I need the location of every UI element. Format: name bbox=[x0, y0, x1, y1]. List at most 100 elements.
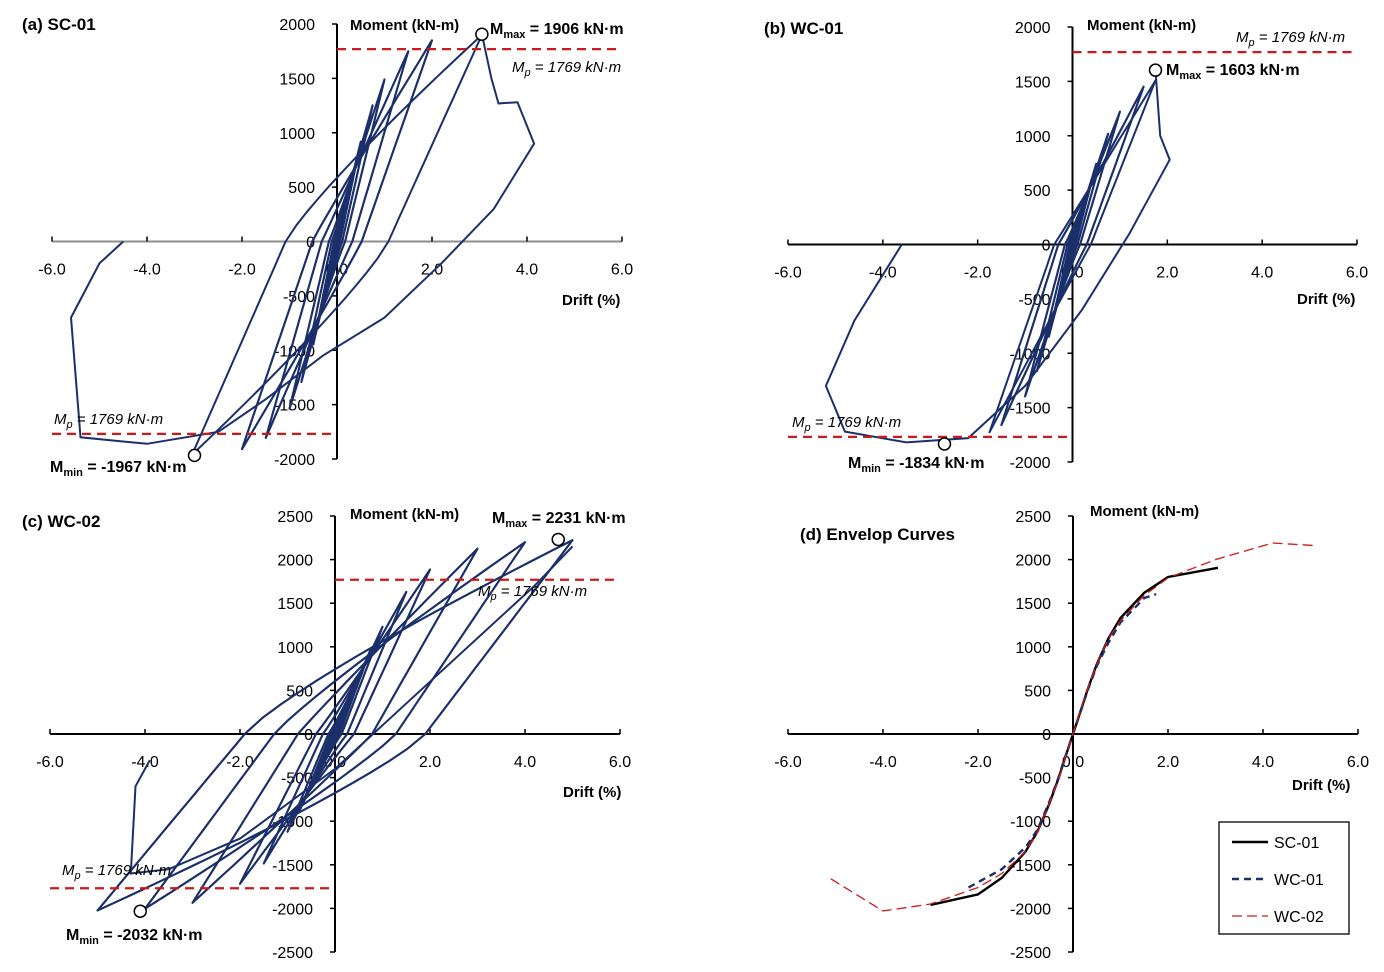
y-tick-label: 1000 bbox=[277, 640, 313, 657]
hysteresis-loop bbox=[988, 79, 1157, 434]
y-tick-label: 0 bbox=[1042, 727, 1051, 744]
y-tick-label: 1000 bbox=[1015, 640, 1051, 657]
hysteresis-loop bbox=[239, 568, 431, 885]
hysteresis-loop bbox=[1000, 85, 1145, 426]
max-label: Mmax = 2231 kN·m bbox=[492, 510, 626, 530]
mp-positive-label: Mp = 1769 kN·m bbox=[512, 59, 621, 79]
panel-title: (c) WC-02 bbox=[22, 512, 100, 531]
min-label: Mmin = -1967 kN·m bbox=[50, 459, 187, 479]
x-tick-label: 4.0 bbox=[1251, 265, 1273, 282]
y-tick-label: 2500 bbox=[277, 509, 313, 526]
y-tick-label: -2000 bbox=[1010, 455, 1051, 472]
x-tick-label: -4.0 bbox=[133, 262, 161, 279]
y-tick-label: -1500 bbox=[274, 398, 315, 415]
y-tick-label: 1500 bbox=[277, 596, 313, 613]
x-tick-label: 6.0 bbox=[611, 262, 633, 279]
y-axis-label: Moment (kN-m) bbox=[350, 506, 459, 523]
min-label: Mmin = -2032 kN·m bbox=[66, 927, 203, 947]
legend: SC-01 WC-01 WC-02 bbox=[1218, 821, 1350, 935]
x-tick-label: 4.0 bbox=[1252, 754, 1274, 771]
x-axis-label: Drift (%) bbox=[1292, 777, 1350, 794]
y-tick-label: 1000 bbox=[279, 126, 315, 143]
x-tick-label: 0.0 bbox=[1062, 754, 1084, 771]
y-tick-label: 2500 bbox=[1015, 509, 1051, 526]
x-tick-label: 6.0 bbox=[1346, 265, 1368, 282]
y-tick-label: -2000 bbox=[1010, 901, 1051, 918]
max-marker bbox=[551, 532, 565, 547]
y-tick-label: -1500 bbox=[1010, 858, 1051, 875]
y-tick-label: 1000 bbox=[1015, 129, 1051, 146]
min-marker bbox=[937, 437, 952, 451]
x-tick-label: -4.0 bbox=[869, 754, 897, 771]
x-tick-label: 4.0 bbox=[514, 754, 536, 771]
panel-c: -6.0 -4.0 -2.0 0.0 2.0 4.0 6.02500200015001000… bbox=[22, 506, 631, 962]
x-tick-label: 2.0 bbox=[1156, 265, 1178, 282]
hysteresis-loop bbox=[1035, 132, 1110, 373]
x-tick-label: -2.0 bbox=[964, 265, 992, 282]
legend-label-wc-01: WC-01 bbox=[1274, 872, 1324, 889]
series-sc-01 bbox=[930, 566, 1219, 907]
min-marker bbox=[187, 448, 202, 463]
panel-d: -6.0 -4.0 -2.0 0.0 2.0 4.0 6.0 2500 2000 1500 1000… bbox=[774, 503, 1369, 962]
x-tick-label: -2.0 bbox=[228, 262, 256, 279]
y-tick-label: 500 bbox=[288, 180, 315, 197]
y-tick-label: 500 bbox=[1024, 183, 1051, 200]
x-tick-label: -6.0 bbox=[774, 265, 802, 282]
legend-box bbox=[1218, 821, 1350, 935]
y-tick-label: -1000 bbox=[1010, 814, 1051, 831]
max-label: Mmax = 1603 kN·m bbox=[1166, 62, 1300, 82]
mp-negative-label: Mp = 1769 kN·m bbox=[54, 411, 163, 431]
panel-title: (a) SC-01 bbox=[22, 15, 96, 34]
mp-negative-label: Mp = 1769 kN·m bbox=[792, 414, 901, 434]
y-tick-label: -2500 bbox=[1010, 945, 1051, 962]
y-tick-label: 500 bbox=[1024, 683, 1051, 700]
min-label: Mmin = -1834 kN·m bbox=[848, 455, 985, 475]
hysteresis-loop bbox=[264, 50, 410, 439]
y-tick-label: -500 bbox=[1019, 771, 1051, 788]
x-tick-label: 4.0 bbox=[516, 262, 538, 279]
y-tick-label: 0 bbox=[1042, 238, 1051, 255]
hysteresis-loop bbox=[191, 33, 483, 456]
legend-label-wc-02: WC-02 bbox=[1274, 909, 1324, 926]
hysteresis-loop bbox=[96, 539, 574, 912]
y-tick-label: 2000 bbox=[279, 17, 315, 34]
mp-positive-label: Mp = 1769 kN·m bbox=[478, 583, 587, 603]
series-wc-01 bbox=[967, 593, 1157, 889]
hysteresis-loop bbox=[144, 541, 526, 910]
failure-branch bbox=[129, 545, 574, 875]
y-tick-label: -1500 bbox=[272, 858, 313, 875]
y-axis-label: Moment (kN-m) bbox=[1090, 503, 1199, 520]
y-tick-label: -2000 bbox=[272, 901, 313, 918]
x-tick-label: -6.0 bbox=[774, 754, 802, 771]
y-tick-label: 1500 bbox=[1015, 596, 1051, 613]
mp-negative-label: Mp = 1769 kN·m bbox=[62, 862, 171, 882]
x-tick-label: 6.0 bbox=[1347, 754, 1369, 771]
y-tick-label: -2500 bbox=[272, 945, 313, 962]
failure-branch bbox=[69, 33, 536, 445]
y-tick-label: -500 bbox=[283, 289, 315, 306]
x-tick-label: 6.0 bbox=[609, 754, 631, 771]
y-axis-label: Moment (kN-m) bbox=[350, 17, 459, 34]
x-tick-label: 2.0 bbox=[419, 754, 441, 771]
panel-title: (b) WC-01 bbox=[764, 19, 843, 38]
x-tick-label: -6.0 bbox=[38, 262, 66, 279]
hysteresis-loop bbox=[241, 39, 433, 451]
y-axis-label: Moment (kN-m) bbox=[1087, 17, 1196, 34]
x-axis-label: Drift (%) bbox=[563, 784, 621, 801]
y-tick-label: -1500 bbox=[1010, 401, 1051, 418]
y-tick-label: 2000 bbox=[277, 553, 313, 570]
x-axis-label: Drift (%) bbox=[562, 292, 620, 309]
legend-label-sc-01: SC-01 bbox=[1274, 835, 1319, 852]
y-tick-label: 0 bbox=[306, 235, 315, 252]
x-tick-label: -2.0 bbox=[964, 754, 992, 771]
max-marker bbox=[1148, 63, 1163, 77]
y-tick-label: 2000 bbox=[1015, 20, 1051, 37]
panel-b: -6.0 -4.0 -2.0 0.0 2.0 4.0 6.02000150010005000… bbox=[764, 17, 1368, 475]
panel-a: -6.0 -4.0 -2.0 0.0 2.0 4.0 6.02000150010005000… bbox=[22, 15, 633, 479]
x-tick-label: -2.0 bbox=[226, 754, 254, 771]
failure-branch bbox=[824, 70, 1171, 444]
max-marker bbox=[475, 27, 489, 41]
y-tick-label: 0 bbox=[304, 727, 313, 744]
x-tick-label: 2.0 bbox=[1157, 754, 1179, 771]
